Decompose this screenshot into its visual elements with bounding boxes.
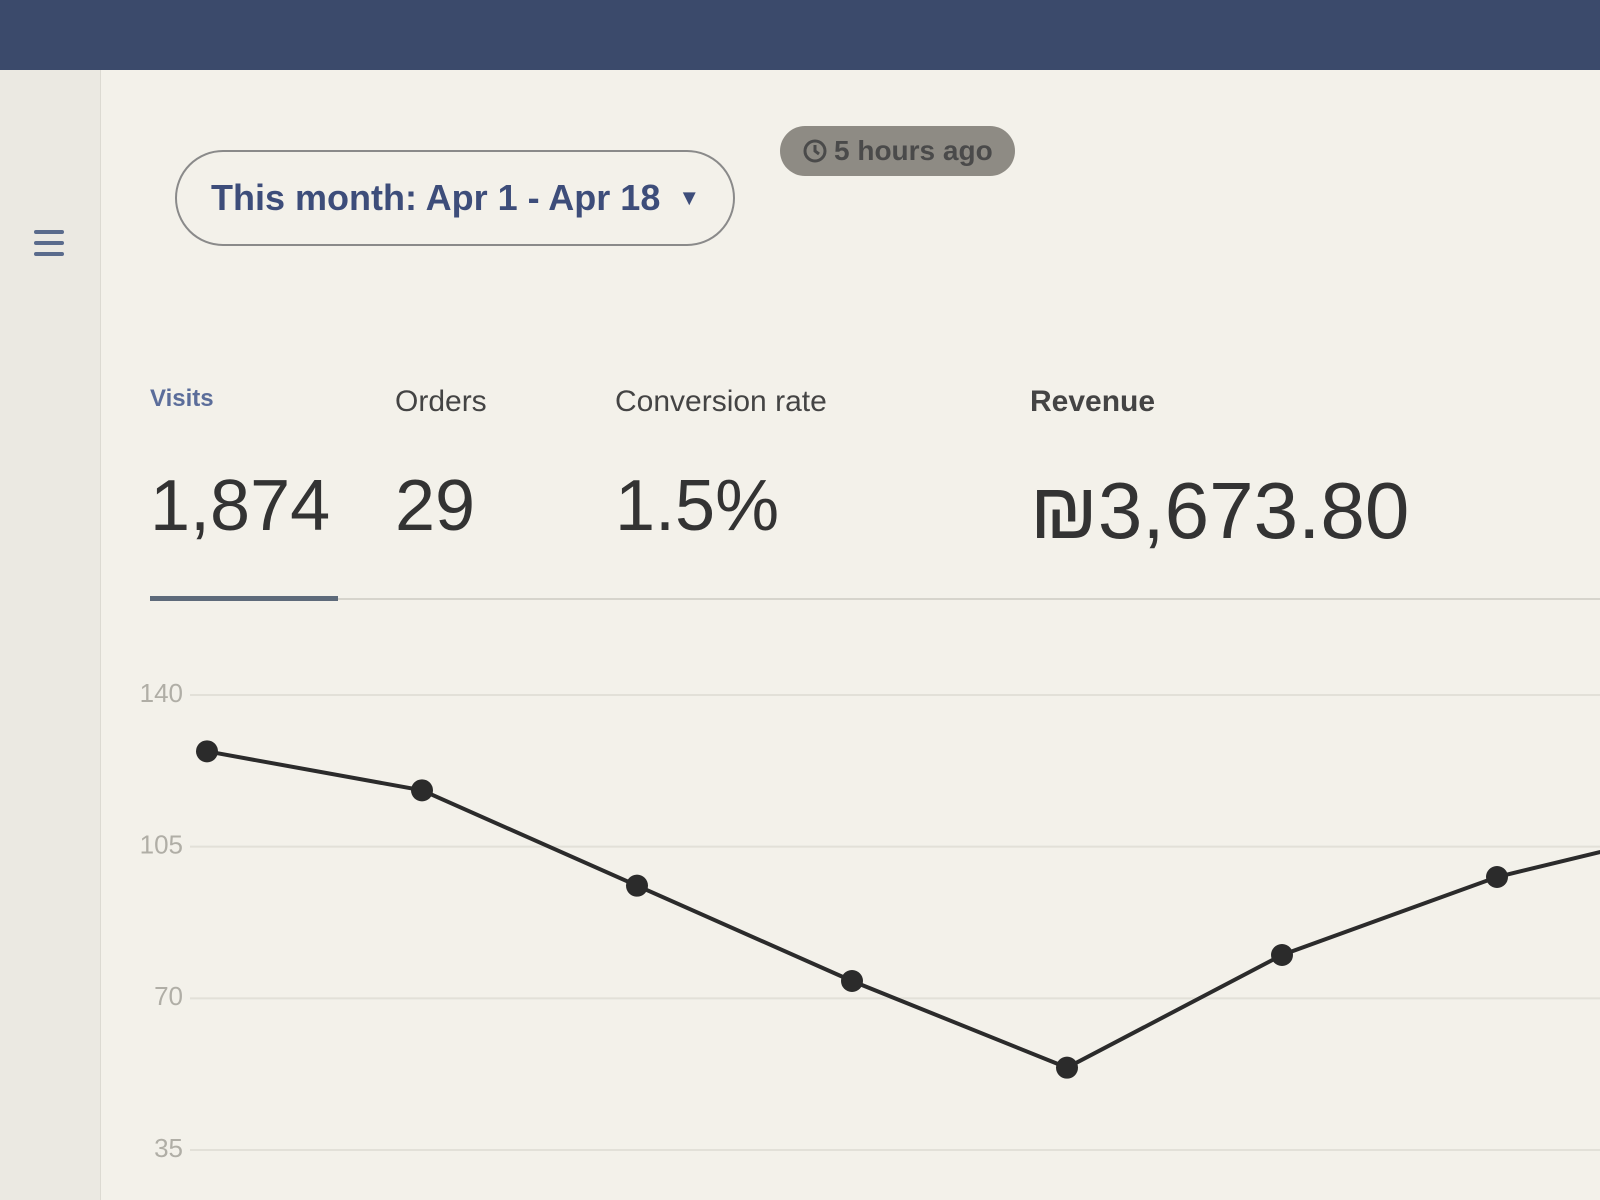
divider bbox=[150, 598, 1600, 600]
metric-tab[interactable]: Conversion rate 1.5% bbox=[615, 385, 827, 547]
metric-value: 1.5% bbox=[615, 466, 780, 546]
metric-tab[interactable]: Visits 1,874 bbox=[150, 385, 330, 547]
y-tick-label: 35 bbox=[154, 1133, 183, 1163]
metric-label: Orders bbox=[395, 385, 487, 418]
clock-icon bbox=[803, 139, 827, 163]
data-point bbox=[196, 740, 218, 763]
metric-tab[interactable]: Revenue ₪3,673.80 bbox=[1030, 385, 1409, 557]
y-tick-label: 70 bbox=[154, 981, 183, 1011]
metric-value: ₪3,673.80 bbox=[1030, 466, 1410, 555]
data-point bbox=[1271, 944, 1293, 966]
metric-tab[interactable]: Orders 29 bbox=[395, 385, 487, 547]
updated-badge: 5 hours ago bbox=[780, 126, 1015, 176]
sidebar bbox=[0, 70, 101, 1200]
data-point bbox=[1056, 1056, 1078, 1079]
metric-label: Visits bbox=[150, 385, 214, 412]
line-chart: 35 70 105 140 bbox=[140, 678, 1600, 1163]
dropdown-caret: ▼ bbox=[678, 185, 701, 210]
date-range-picker[interactable]: This month: Apr 1 - Apr 18 ▼ bbox=[175, 150, 735, 246]
updated-text: 5 hours ago bbox=[834, 135, 993, 166]
y-tick-label: 105 bbox=[140, 830, 183, 860]
data-point bbox=[626, 874, 648, 897]
menu-button[interactable] bbox=[34, 230, 64, 263]
line bbox=[206, 749, 1600, 1070]
data-point bbox=[1486, 866, 1508, 888]
y-tick-label: 140 bbox=[140, 678, 183, 708]
top-bar bbox=[0, 0, 1600, 70]
date-range: This month: Apr 1 - Apr 18 bbox=[211, 177, 661, 218]
metric-value: 29 bbox=[395, 466, 476, 546]
metric-label: Conversion rate bbox=[615, 385, 827, 418]
active-tab-indicator bbox=[150, 596, 338, 601]
metric-label: Revenue bbox=[1030, 385, 1156, 418]
metric-value: 1,874 bbox=[150, 466, 331, 546]
data-point bbox=[841, 970, 863, 992]
data-point bbox=[411, 779, 433, 802]
